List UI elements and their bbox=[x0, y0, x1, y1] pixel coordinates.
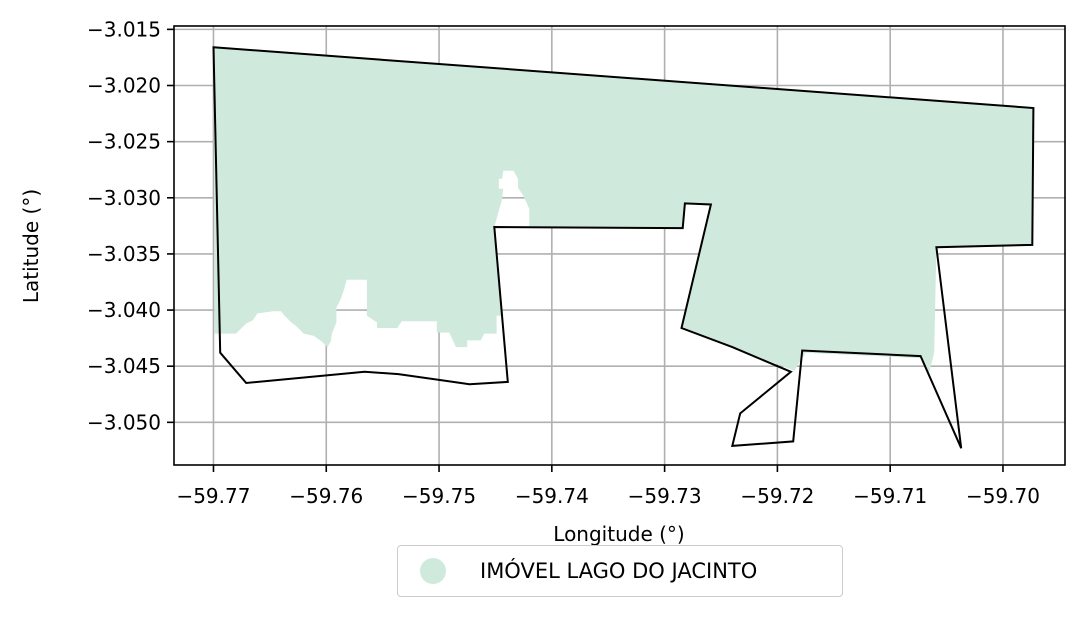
x-tick-label: −59.73 bbox=[628, 484, 702, 508]
x-tick-label: −59.71 bbox=[853, 484, 927, 508]
y-tick-label: −3.045 bbox=[87, 354, 161, 378]
x-tick-label: −59.76 bbox=[289, 484, 363, 508]
y-axis: −3.015 −3.020 −3.025 −3.030 −3.035 −3.040 −3.0… bbox=[87, 17, 174, 434]
legend-label: IMÓVEL LAGO DO JACINTO bbox=[480, 559, 758, 583]
y-tick-label: −3.020 bbox=[87, 74, 161, 98]
y-tick-label: −3.040 bbox=[87, 298, 161, 322]
x-tick-label: −59.75 bbox=[402, 484, 476, 508]
y-tick-label: −3.015 bbox=[87, 17, 161, 41]
x-tick-label: −59.77 bbox=[176, 484, 250, 508]
x-axis-label: Longitude (°) bbox=[553, 522, 684, 546]
y-tick-label: −3.050 bbox=[87, 410, 161, 434]
x-tick-label: −59.70 bbox=[966, 484, 1040, 508]
land-cover-area bbox=[213, 47, 1034, 376]
x-tick-label: −59.74 bbox=[515, 484, 589, 508]
plot-frame bbox=[173, 25, 1066, 466]
legend-marker bbox=[420, 558, 446, 584]
y-axis-label: Latitude (°) bbox=[19, 189, 43, 303]
y-tick-label: −3.025 bbox=[87, 130, 161, 154]
y-tick-label: −3.035 bbox=[87, 242, 161, 266]
x-axis: −59.77 −59.76 −59.75 −59.74 −59.73 −59.72 −59.… bbox=[176, 465, 1040, 508]
x-tick-label: −59.72 bbox=[740, 484, 814, 508]
property-boundary bbox=[212, 46, 1035, 449]
y-tick-label: −3.030 bbox=[87, 186, 161, 210]
legend: IMÓVEL LAGO DO JACINTO bbox=[397, 545, 843, 597]
